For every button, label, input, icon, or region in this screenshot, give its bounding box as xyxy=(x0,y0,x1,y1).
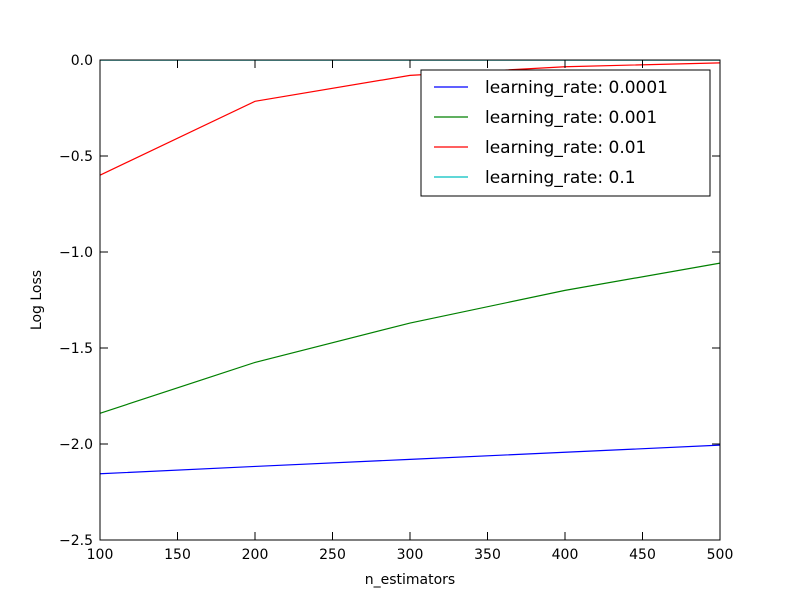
x-tick-label: 300 xyxy=(397,547,424,563)
x-axis-label: n_estimators xyxy=(365,572,455,588)
y-tick-label: −2.0 xyxy=(59,437,93,453)
x-tick-label: 100 xyxy=(87,547,114,563)
x-tick-label: 450 xyxy=(629,547,656,563)
x-tick-label: 500 xyxy=(707,547,734,563)
series-line-2 xyxy=(99,262,721,414)
legend-label-1: learning_rate: 0.0001 xyxy=(485,78,668,98)
legend-box xyxy=(420,69,711,197)
x-tick-label: 150 xyxy=(164,547,191,563)
y-tick-label: −0.5 xyxy=(59,149,93,165)
legend-entries: learning_rate: 0.0001 learning_rate: 0.00… xyxy=(434,78,668,188)
x-tick-label: 200 xyxy=(242,547,269,563)
tick-layer: 100 150 200 250 300 350 400 450 500 −2.5 −2.0 −1.5 −… xyxy=(59,53,733,563)
y-tick-label: −2.5 xyxy=(59,533,93,549)
x-tick-label: 250 xyxy=(319,547,346,563)
y-tick-label: 0.0 xyxy=(71,53,93,69)
y-axis-label: Log Loss xyxy=(29,270,45,330)
series-line-1 xyxy=(99,444,721,475)
legend-label-4: learning_rate: 0.1 xyxy=(485,168,636,188)
legend: learning_rate: 0.0001 learning_rate: 0.00… xyxy=(420,69,711,197)
legend-label-3: learning_rate: 0.01 xyxy=(485,138,646,158)
legend-label-2: learning_rate: 0.001 xyxy=(485,108,657,128)
x-tick-label: 350 xyxy=(474,547,501,563)
y-tick-label: −1.0 xyxy=(59,245,93,261)
x-tick-label: 400 xyxy=(552,547,579,563)
y-tick-label: −1.5 xyxy=(59,341,93,357)
series-line-3 xyxy=(99,62,721,176)
